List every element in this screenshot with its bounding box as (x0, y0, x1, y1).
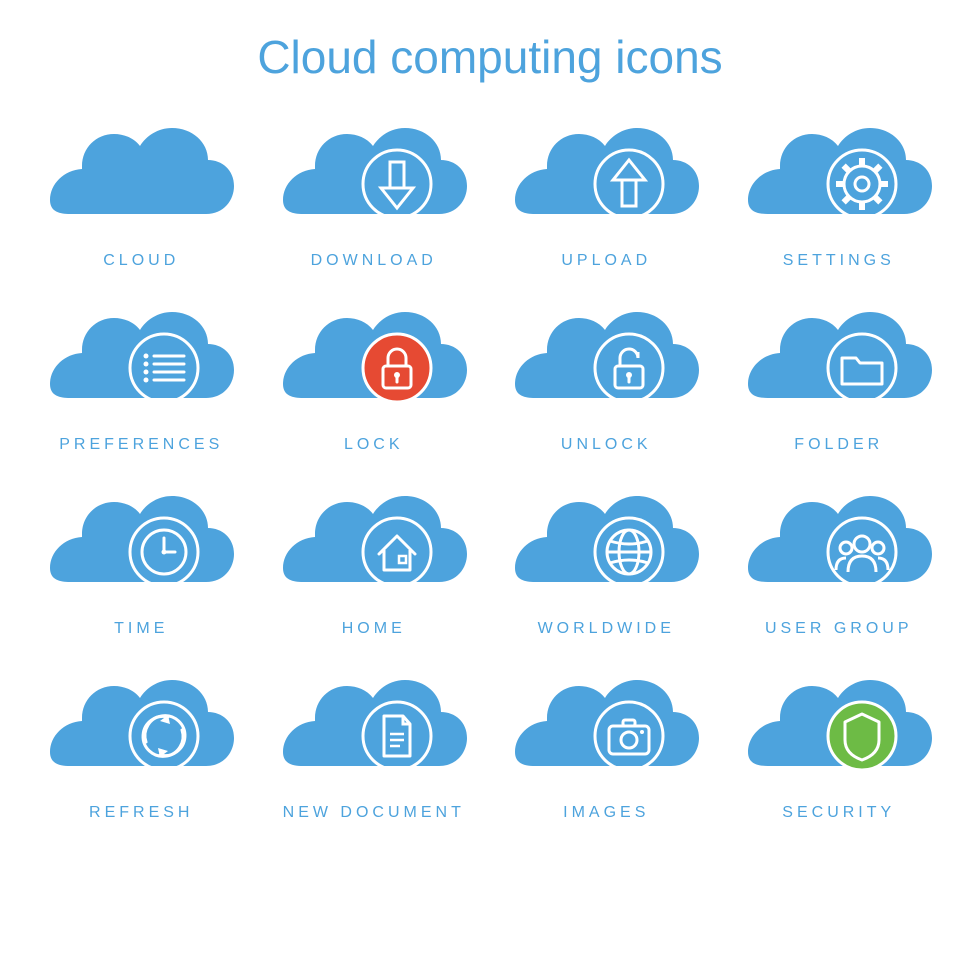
folder-icon (744, 298, 934, 418)
download-icon (279, 114, 469, 234)
home-label: HOME (342, 620, 406, 638)
icon-cell-new-document: NEW DOCUMENT (273, 666, 476, 822)
time-icon (46, 482, 236, 602)
download-label: DOWNLOAD (311, 252, 437, 270)
icon-cell-download: DOWNLOAD (273, 114, 476, 270)
security-label: SECURITY (782, 804, 895, 822)
icon-cell-user-group: USER GROUP (738, 482, 941, 638)
icon-grid: CLOUD DOWNLOAD UPLOAD SETTINGS PREFERENC… (40, 114, 940, 822)
settings-icon (744, 114, 934, 234)
cloud-icon (46, 114, 236, 234)
images-label: IMAGES (563, 804, 649, 822)
icon-cell-folder: FOLDER (738, 298, 941, 454)
lock-label: LOCK (344, 436, 404, 454)
preferences-label: PREFERENCES (59, 436, 223, 454)
icon-cell-upload: UPLOAD (505, 114, 708, 270)
icon-cell-settings: SETTINGS (738, 114, 941, 270)
icon-cell-cloud: CLOUD (40, 114, 243, 270)
icon-cell-preferences: PREFERENCES (40, 298, 243, 454)
icon-cell-lock: LOCK (273, 298, 476, 454)
page-title: Cloud computing icons (40, 30, 940, 84)
unlock-icon (511, 298, 701, 418)
new-document-label: NEW DOCUMENT (283, 804, 465, 822)
worldwide-icon (511, 482, 701, 602)
user-group-label: USER GROUP (765, 620, 913, 638)
icon-cell-worldwide: WORLDWIDE (505, 482, 708, 638)
lock-icon (279, 298, 469, 418)
security-icon (744, 666, 934, 786)
worldwide-label: WORLDWIDE (538, 620, 675, 638)
icon-cell-refresh: REFRESH (40, 666, 243, 822)
new-document-icon (279, 666, 469, 786)
upload-label: UPLOAD (561, 252, 651, 270)
home-icon (279, 482, 469, 602)
icon-cell-home: HOME (273, 482, 476, 638)
icon-cell-unlock: UNLOCK (505, 298, 708, 454)
icon-cell-images: IMAGES (505, 666, 708, 822)
folder-label: FOLDER (794, 436, 883, 454)
settings-label: SETTINGS (783, 252, 895, 270)
time-label: TIME (114, 620, 168, 638)
user-group-icon (744, 482, 934, 602)
preferences-icon (46, 298, 236, 418)
refresh-icon (46, 666, 236, 786)
cloud-label: CLOUD (103, 252, 179, 270)
refresh-label: REFRESH (89, 804, 193, 822)
icon-cell-time: TIME (40, 482, 243, 638)
images-icon (511, 666, 701, 786)
icon-cell-security: SECURITY (738, 666, 941, 822)
upload-icon (511, 114, 701, 234)
unlock-label: UNLOCK (561, 436, 652, 454)
